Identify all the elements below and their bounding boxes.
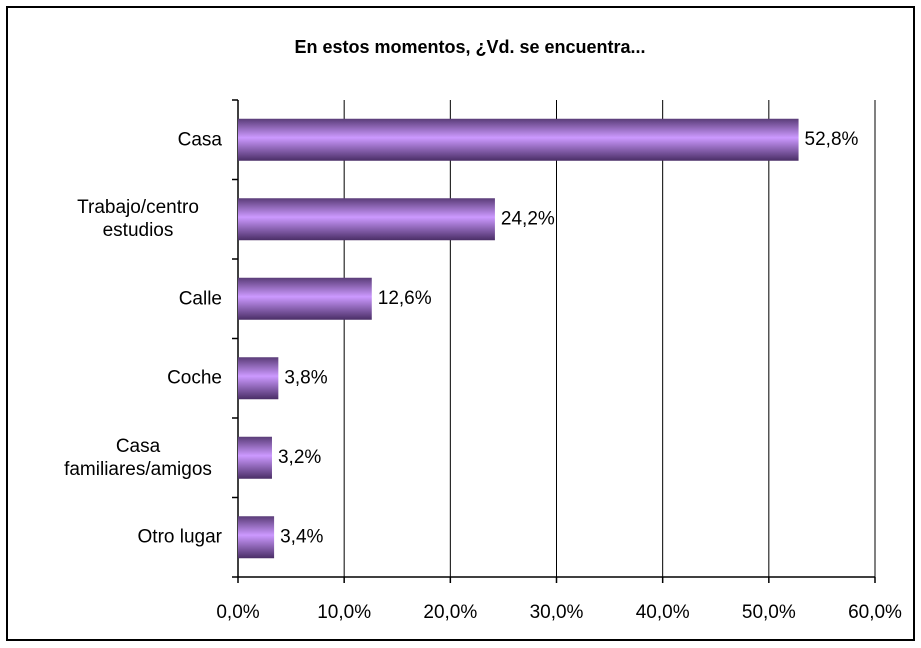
- data-label: 3,4%: [280, 526, 323, 547]
- y-tick-label: Trabajo/centro estudios: [77, 197, 199, 242]
- x-tick-label: 30,0%: [530, 602, 584, 623]
- bar: [238, 118, 799, 161]
- x-tick-label: 50,0%: [742, 602, 796, 623]
- bar: [238, 357, 279, 400]
- chart-border: [6, 6, 915, 641]
- y-tick-label: Coche: [167, 367, 222, 389]
- data-label: 3,8%: [284, 367, 327, 388]
- y-tick-label: Casa familiares/amigos: [64, 435, 212, 480]
- y-tick-label: Casa: [177, 129, 222, 151]
- x-tick-label: 20,0%: [423, 602, 477, 623]
- x-tick-label: 60,0%: [848, 602, 902, 623]
- bar: [238, 198, 495, 241]
- x-tick-label: 40,0%: [636, 602, 690, 623]
- x-tick-label: 0,0%: [216, 602, 259, 623]
- data-label: 24,2%: [501, 208, 555, 229]
- data-label: 12,6%: [378, 288, 432, 309]
- data-label: 3,2%: [278, 447, 321, 468]
- y-tick-label: Otro lugar: [137, 526, 222, 548]
- x-tick-label: 10,0%: [317, 602, 371, 623]
- bar: [238, 516, 275, 559]
- data-label: 52,8%: [805, 129, 859, 150]
- bar: [238, 277, 372, 320]
- bar: [238, 436, 272, 479]
- y-tick-label: Calle: [178, 288, 222, 310]
- chart-title: En estos momentos, ¿Vd. se encuentra...: [294, 37, 645, 57]
